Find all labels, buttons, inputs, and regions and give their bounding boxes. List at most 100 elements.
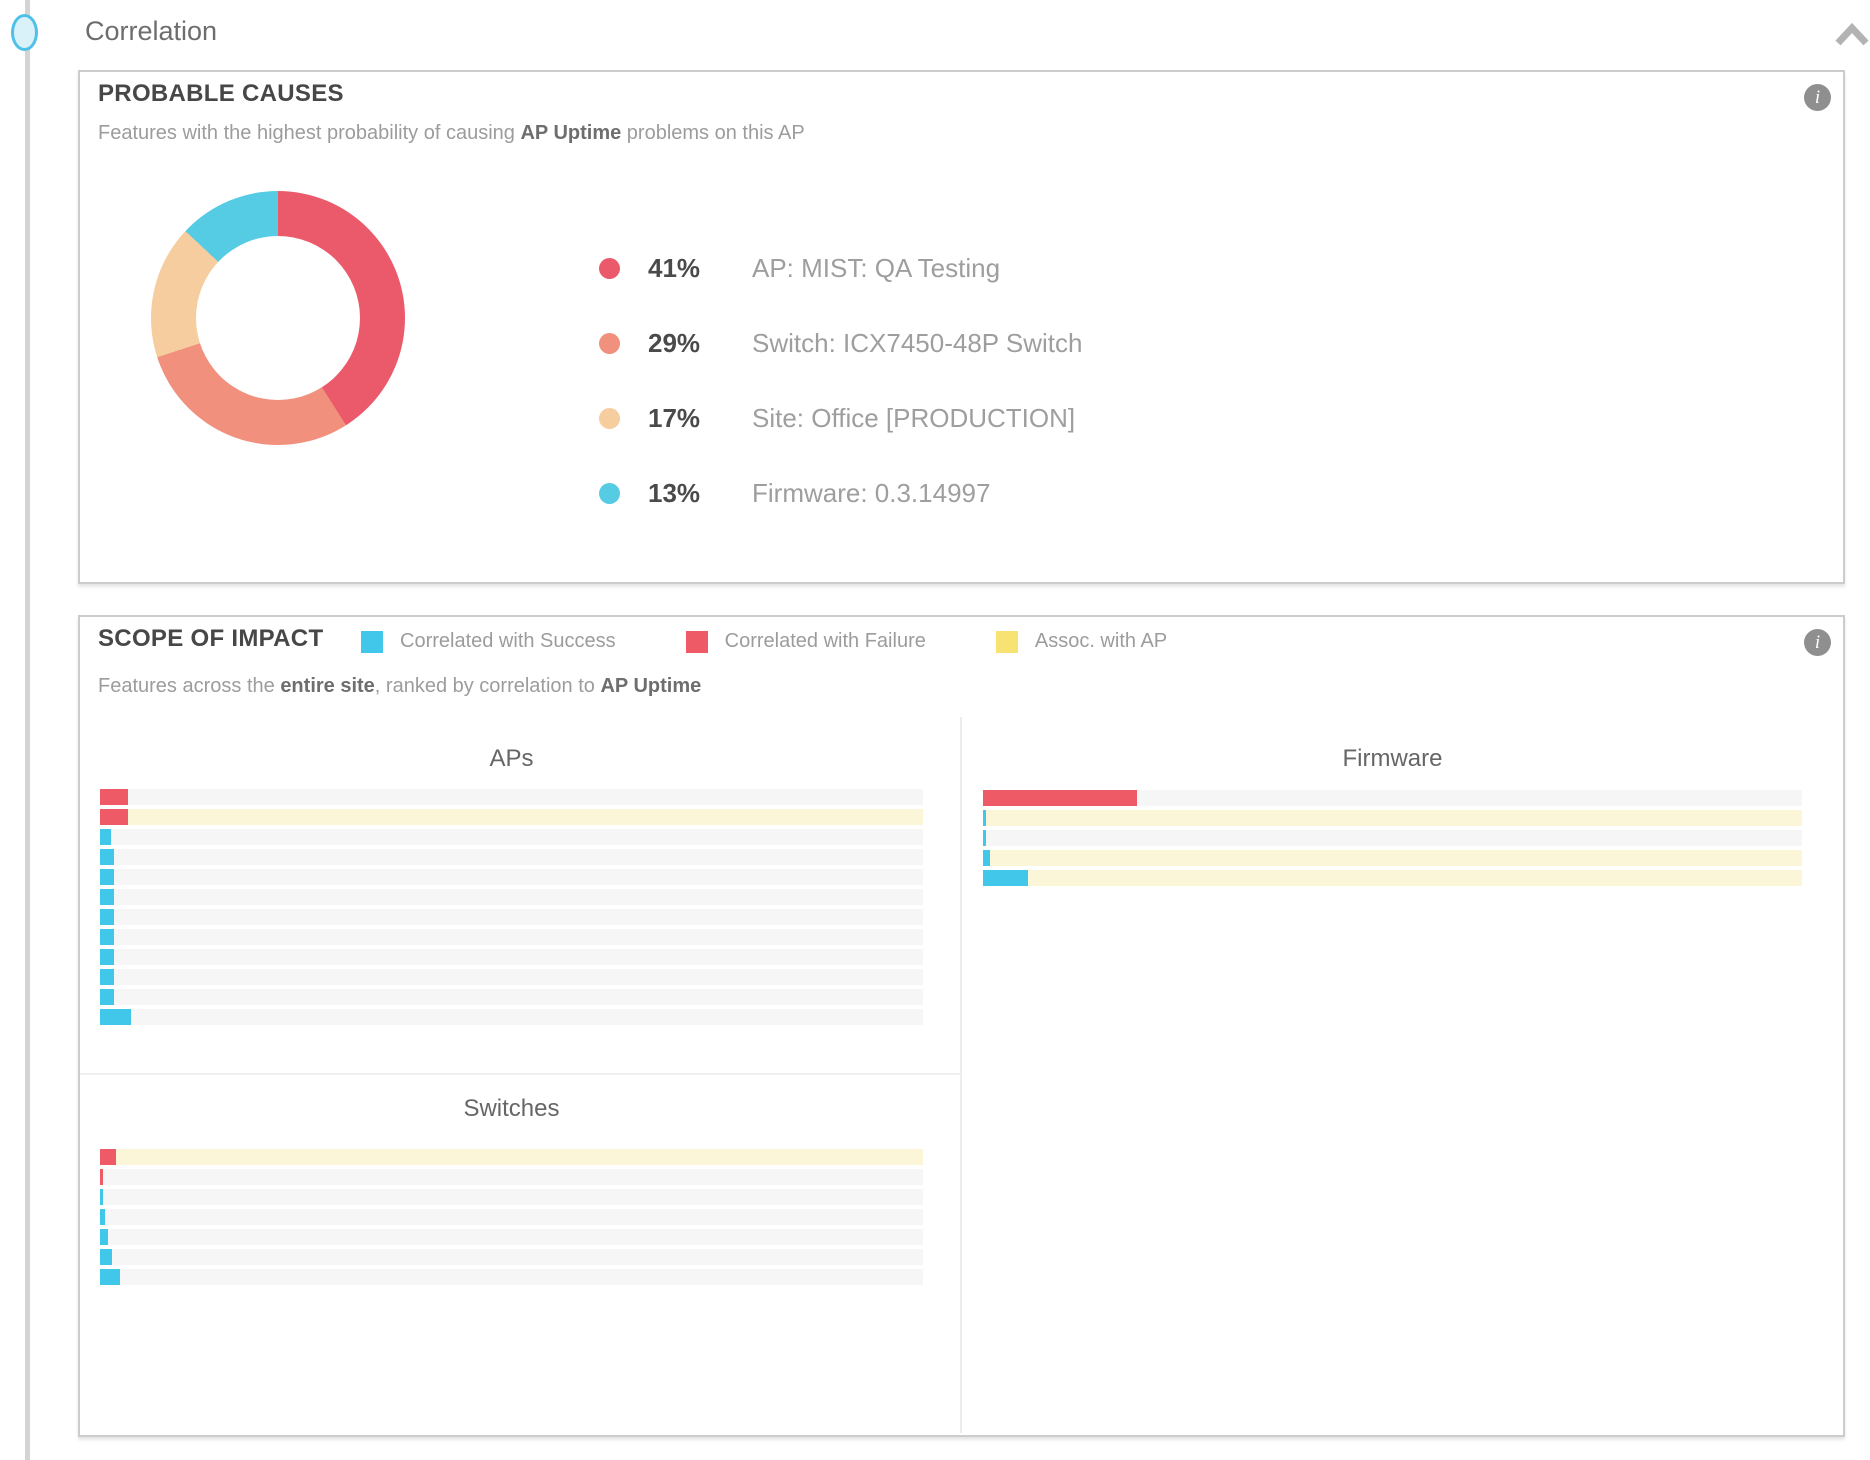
- bar-track: [100, 929, 923, 945]
- success-correlation-bar[interactable]: [100, 1009, 132, 1025]
- subtitle-emphasis: AP Uptime: [520, 122, 622, 144]
- legend-label: Correlated with Success: [400, 630, 616, 652]
- bar-track: [100, 889, 923, 905]
- bar-track: [100, 1249, 923, 1265]
- legend-swatch-icon: [995, 630, 1018, 653]
- legend-dot-icon: [599, 407, 620, 429]
- bar-track-assoc-with-ap: [100, 809, 923, 825]
- success-correlation-bar[interactable]: [983, 850, 990, 866]
- info-icon[interactable]: i: [1804, 629, 1831, 656]
- aps-chart-title: APs: [489, 745, 534, 772]
- subtitle-text: problems on this AP: [621, 122, 805, 144]
- bar-track: [100, 969, 923, 985]
- legend-swatch-icon: [361, 630, 383, 653]
- failure-correlation-bar[interactable]: [983, 790, 1137, 806]
- legend-percentage: 13%: [648, 477, 701, 508]
- success-correlation-bar[interactable]: [100, 869, 114, 885]
- success-correlation-bar[interactable]: [100, 889, 114, 905]
- success-correlation-bar[interactable]: [100, 949, 114, 965]
- bar-track: [100, 949, 923, 965]
- bar-track-assoc-with-ap: [983, 810, 1802, 826]
- bar-track: [100, 1229, 923, 1245]
- scope-legend-item: Assoc. with AP: [995, 630, 1168, 653]
- donut-legend-row: 29% Switch: ICX7450-48P Switch: [599, 328, 1082, 358]
- scope-of-impact-subtitle: Features across the entire site, ranked …: [98, 675, 701, 698]
- section-bullet: [11, 14, 38, 51]
- legend-percentage: 41%: [648, 252, 701, 283]
- success-correlation-bar[interactable]: [983, 870, 1028, 886]
- bar-track-assoc-with-ap: [983, 850, 1802, 866]
- switches-chart-title: Switches: [463, 1095, 560, 1122]
- bar-track: [100, 869, 923, 885]
- subtitle-text: Features with the highest probability of…: [98, 122, 521, 144]
- legend-label: Site: Office [PRODUCTION]: [752, 402, 1076, 433]
- bar-track: [983, 790, 1802, 806]
- row-divider: [80, 1073, 961, 1075]
- legend-label: Switch: ICX7450-48P Switch: [752, 327, 1083, 358]
- column-divider: [960, 717, 962, 1433]
- donut-legend-row: 17% Site: Office [PRODUCTION]: [599, 403, 1082, 433]
- bar-track: [100, 909, 923, 925]
- failure-correlation-bar[interactable]: [100, 1149, 116, 1165]
- bar-track: [983, 830, 1802, 846]
- firmware-bar-chart: [983, 790, 1802, 890]
- probable-causes-panel: PROBABLE CAUSES Features with the highes…: [78, 70, 1845, 584]
- probable-causes-title: PROBABLE CAUSES: [98, 80, 344, 107]
- collapse-section-button[interactable]: [1834, 22, 1870, 50]
- success-correlation-bar[interactable]: [100, 1229, 108, 1245]
- failure-correlation-bar[interactable]: [100, 809, 128, 825]
- legend-dot-icon: [599, 257, 620, 279]
- scope-legend: Correlated with Success Correlated with F…: [361, 630, 1237, 653]
- bar-track: [100, 989, 923, 1005]
- bar-track: [100, 1009, 923, 1025]
- subtitle-text: , ranked by correlation to: [374, 675, 601, 697]
- donut-hole: [196, 236, 360, 400]
- legend-dot-icon: [599, 482, 620, 504]
- info-icon[interactable]: i: [1804, 84, 1831, 111]
- legend-percentage: 29%: [648, 327, 701, 358]
- section-title: Correlation: [85, 16, 218, 46]
- bar-track-assoc-with-ap: [100, 1149, 923, 1165]
- success-correlation-bar[interactable]: [100, 1269, 120, 1285]
- legend-label: Firmware: 0.3.14997: [752, 477, 991, 508]
- scope-legend-item: Correlated with Failure: [685, 630, 926, 653]
- legend-label: Correlated with Failure: [724, 630, 926, 652]
- success-correlation-bar[interactable]: [100, 989, 114, 1005]
- chevron-up-icon: [1835, 22, 1869, 46]
- subtitle-emphasis: entire site: [280, 675, 375, 697]
- bar-track: [100, 1189, 923, 1205]
- bar-track: [100, 789, 923, 805]
- timeline-rule: [25, 0, 30, 1460]
- legend-label: Assoc. with AP: [1034, 630, 1168, 652]
- success-correlation-bar[interactable]: [983, 830, 987, 846]
- scope-of-impact-panel: SCOPE OF IMPACT Correlated with Success C…: [78, 615, 1845, 1437]
- success-correlation-bar[interactable]: [983, 810, 987, 826]
- donut-legend-row: 13% Firmware: 0.3.14997: [599, 478, 1082, 508]
- legend-dot-icon: [599, 332, 620, 354]
- failure-correlation-bar[interactable]: [100, 789, 128, 805]
- probable-causes-subtitle: Features with the highest probability of…: [98, 122, 805, 145]
- subtitle-text: Features across the: [98, 675, 281, 697]
- success-correlation-bar[interactable]: [100, 1249, 113, 1265]
- donut-chart[interactable]: [151, 191, 405, 445]
- legend-swatch-icon: [685, 630, 708, 653]
- success-correlation-bar[interactable]: [100, 909, 114, 925]
- firmware-chart-title: Firmware: [1342, 745, 1443, 772]
- switches-bar-chart: [100, 1149, 923, 1289]
- success-correlation-bar[interactable]: [100, 829, 112, 845]
- scope-of-impact-title: SCOPE OF IMPACT: [98, 625, 324, 652]
- success-correlation-bar[interactable]: [100, 1209, 106, 1225]
- success-correlation-bar[interactable]: [100, 929, 114, 945]
- legend-percentage: 17%: [648, 402, 701, 433]
- success-correlation-bar[interactable]: [100, 1189, 103, 1205]
- bar-track: [100, 829, 923, 845]
- subtitle-emphasis: AP Uptime: [600, 675, 702, 697]
- legend-label: AP: MIST: QA Testing: [752, 252, 1001, 283]
- bar-track: [100, 1269, 923, 1285]
- donut-legend-row: 41% AP: MIST: QA Testing: [599, 253, 1082, 283]
- bar-track-assoc-with-ap: [983, 870, 1802, 886]
- failure-correlation-bar[interactable]: [100, 1169, 103, 1185]
- success-correlation-bar[interactable]: [100, 969, 114, 985]
- success-correlation-bar[interactable]: [100, 849, 114, 865]
- scope-legend-item: Correlated with Success: [361, 630, 616, 653]
